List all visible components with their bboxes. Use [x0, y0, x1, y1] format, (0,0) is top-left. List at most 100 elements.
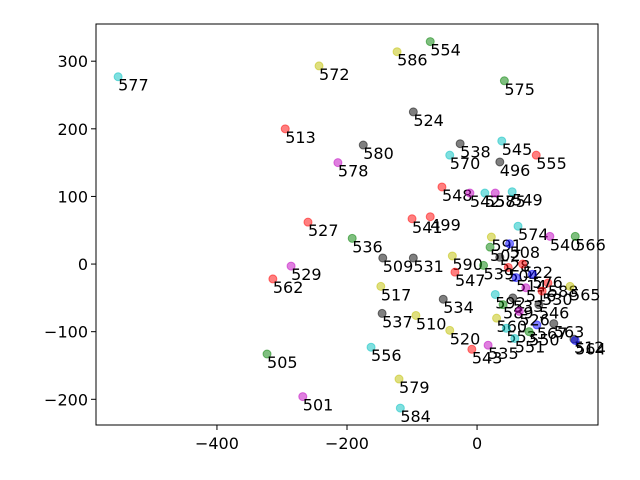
point [333, 158, 343, 168]
y-tick-label: 100 [57, 187, 88, 206]
point-label: 501 [303, 396, 334, 415]
point-label: 509 [383, 257, 414, 276]
point [377, 308, 387, 318]
point [524, 327, 534, 337]
point-label: 578 [338, 162, 369, 181]
point [314, 61, 324, 71]
point [518, 259, 528, 269]
point [492, 313, 502, 323]
point-label: 505 [267, 353, 298, 372]
point [280, 124, 290, 134]
point [499, 76, 509, 86]
point-label: 575 [504, 80, 535, 99]
point [549, 319, 559, 329]
point [445, 150, 455, 160]
point-label: 526 [519, 310, 550, 329]
point [268, 274, 278, 284]
point-label: 535 [488, 344, 519, 363]
point [545, 231, 555, 241]
y-tick-label: −200 [44, 390, 88, 409]
point [508, 293, 518, 303]
point-label: 564 [575, 339, 606, 358]
point-label: 517 [381, 285, 412, 304]
point [411, 310, 421, 320]
point-label: 527 [308, 221, 339, 240]
point [501, 323, 511, 333]
point [394, 374, 404, 384]
point-label: 585 [495, 192, 526, 211]
point-label: 512 [574, 338, 605, 357]
point [505, 239, 515, 249]
point-label: 499 [430, 216, 461, 235]
point-label: 555 [536, 154, 567, 173]
point [479, 260, 489, 270]
point [425, 212, 435, 222]
point-label: 537 [382, 312, 413, 331]
point-label: 562 [273, 278, 304, 297]
point [485, 242, 495, 252]
point-label: 534 [443, 298, 474, 317]
point-label: 496 [500, 161, 531, 180]
point-label: 529 [291, 265, 322, 284]
point-label: 524 [413, 111, 444, 130]
y-tick-label: 0 [78, 255, 88, 274]
point [465, 188, 475, 198]
point-label: 539 [484, 264, 515, 283]
point [392, 47, 402, 57]
point [527, 269, 537, 279]
point-label: 566 [575, 235, 606, 254]
point [425, 37, 435, 47]
point-label: 572 [319, 65, 350, 84]
point-label: 590 [452, 255, 483, 274]
point [565, 281, 575, 291]
point [490, 188, 500, 198]
point-label: 563 [554, 323, 585, 342]
point [543, 278, 553, 288]
point-label: 565 [570, 285, 601, 304]
point [358, 140, 368, 150]
plot-frame [95, 23, 599, 426]
point-label: 586 [397, 51, 428, 70]
point-label: 548 [442, 186, 473, 205]
point-label: 557 [485, 192, 516, 211]
point [511, 273, 521, 283]
point-label: 551 [515, 337, 546, 356]
point-label: 536 [352, 237, 383, 256]
point [407, 214, 417, 224]
x-tick-label: 0 [472, 434, 482, 453]
point [514, 306, 524, 316]
point-label: 547 [455, 271, 486, 290]
point [507, 187, 517, 197]
point [298, 392, 308, 402]
point [438, 294, 448, 304]
point [510, 333, 520, 343]
point [113, 72, 123, 82]
point [537, 286, 547, 296]
point [262, 349, 272, 359]
point [495, 252, 505, 262]
point [480, 188, 490, 198]
point [303, 217, 313, 227]
point [483, 340, 493, 350]
point [366, 342, 376, 352]
point [490, 289, 500, 299]
point-label: 570 [450, 154, 481, 173]
point-label: 538 [460, 143, 491, 162]
point [376, 281, 386, 291]
point-label: 546 [539, 304, 570, 323]
point [408, 253, 418, 263]
point [503, 262, 513, 272]
x-tick-label: −200 [325, 434, 369, 453]
point [455, 139, 465, 149]
point-label: 567 [537, 324, 568, 343]
point [450, 267, 460, 277]
point [534, 300, 544, 310]
point-label: 516 [526, 287, 557, 306]
x-tick-label: −400 [195, 434, 239, 453]
point [532, 320, 542, 330]
point-label: 530 [542, 290, 573, 309]
point-label: 510 [416, 314, 447, 333]
point-label: 574 [518, 225, 549, 244]
y-tick-label: 300 [57, 52, 88, 71]
point [495, 157, 505, 167]
